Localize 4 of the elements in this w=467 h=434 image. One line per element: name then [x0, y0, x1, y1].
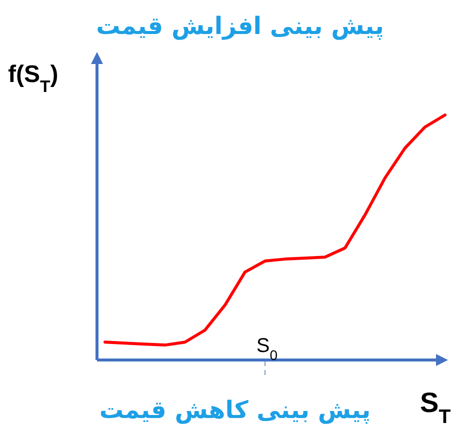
- y-axis-title: f(S$_{T}$): [8, 61, 58, 96]
- x-axis-title: S$_{T}$: [420, 387, 451, 428]
- chart-title: پیش بینی افزایش قیمت: [96, 12, 384, 40]
- text: پیش بینی کاهش قیمت: [99, 396, 371, 424]
